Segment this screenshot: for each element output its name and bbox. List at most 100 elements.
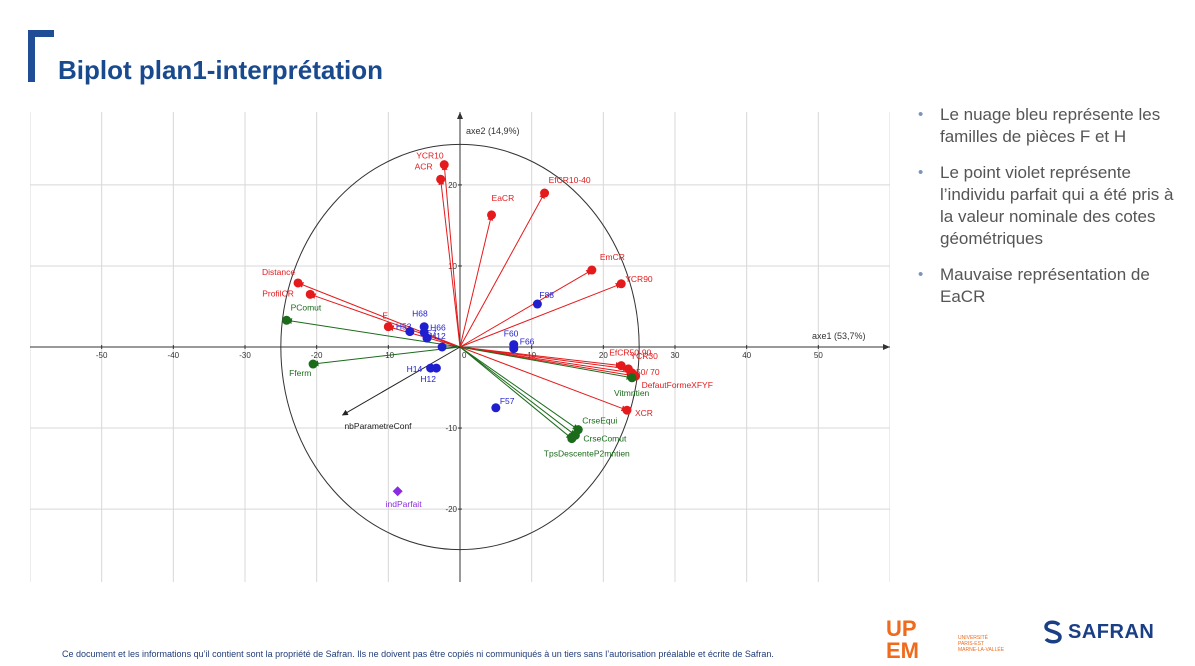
vector-arrow	[459, 346, 633, 380]
vector-arrow	[459, 346, 573, 439]
vector-endpoint	[540, 188, 550, 198]
bullet-item: • Mauvaise représentation de EaCR	[918, 264, 1188, 308]
vector-arrow	[459, 192, 546, 348]
vector-endpoint	[308, 359, 318, 369]
x-tick-label: 20	[599, 351, 608, 360]
individual-label: F57	[500, 396, 515, 406]
upem-logo-line: UNIVERSITÉ	[958, 634, 989, 641]
x-axis-arrow-icon	[883, 344, 890, 350]
vector-endpoint	[305, 289, 315, 299]
individual-label: H53	[396, 322, 412, 332]
upem-logo: UP EM UNIVERSITÉ PARIS-EST MARNE-LA-VALL…	[886, 617, 1005, 659]
individual-label: F66	[520, 337, 535, 347]
vector-arrow	[297, 282, 461, 348]
vector-endpoint	[616, 279, 626, 289]
bullet-dot-icon: •	[918, 164, 924, 181]
individual-label: H68	[412, 309, 428, 319]
vector-arrow	[438, 178, 461, 348]
bullet-text: Le nuage bleu représente les familles de…	[940, 105, 1161, 146]
individual-label: H66	[430, 322, 446, 332]
safran-s-icon	[1044, 620, 1062, 644]
vector-label: CrseEqui	[582, 416, 617, 426]
footer-disclaimer: Ce document et les informations qu’il co…	[62, 649, 774, 659]
vector-endpoint	[383, 322, 393, 332]
vector-arrow	[459, 346, 628, 412]
bullet-text: Le point violet représente l’individu pa…	[940, 163, 1174, 248]
vector-label: PComut	[291, 302, 322, 312]
upem-logo-bottom: EM	[886, 638, 919, 659]
vector-label: TpsDescenteP2mntien	[544, 449, 630, 459]
bullet-text: Mauvaise représentation de EaCR	[940, 265, 1150, 306]
vector-label: YCR30	[630, 351, 658, 361]
vector-arrow	[441, 164, 461, 348]
vector-label: E	[382, 311, 388, 321]
y-axis-arrow-icon	[457, 112, 463, 119]
vector-label: EmCR	[600, 252, 625, 262]
vector-endpoint	[293, 278, 303, 288]
slide-title: Biplot plan1-interprétation	[58, 55, 383, 85]
x-tick-label: -40	[168, 351, 180, 360]
x-tick-label: 0	[462, 351, 467, 360]
vector-label: CrseComut	[583, 433, 627, 443]
bullet-item: • Le point violet représente l’individu …	[918, 162, 1188, 250]
x-tick-label: -30	[239, 351, 251, 360]
vector-label: Vitmntien	[614, 388, 650, 398]
safran-logo: SAFRAN	[1042, 620, 1154, 644]
individual-label: F88	[539, 290, 554, 300]
safran-wordmark: SAFRAN	[1068, 620, 1155, 643]
x-tick-label: 30	[671, 351, 680, 360]
individual-point	[532, 299, 542, 309]
vector-arrow	[459, 346, 579, 431]
vector-label: DefautFormeXFYF	[642, 380, 713, 390]
vector-label: XCR	[635, 408, 653, 418]
vector-arrow	[459, 346, 630, 372]
correlation-circle	[280, 143, 640, 551]
x-axis-title: axe1 (53,7%)	[812, 331, 866, 341]
bullet-item: • Le nuage bleu représente les familles …	[918, 104, 1188, 148]
individual-point	[509, 344, 519, 354]
vector-arrow	[312, 346, 461, 367]
x-tick-label: 50	[814, 351, 823, 360]
vector-label: ProfilCR	[262, 288, 294, 298]
x-tick-label: 40	[742, 351, 751, 360]
vector-arrow	[459, 269, 593, 348]
title-accent-bar	[28, 30, 35, 82]
vector-label: nbParametreConf	[344, 421, 412, 431]
vector-label: ACR	[415, 161, 433, 171]
vector-endpoint	[487, 210, 497, 220]
individual-point	[405, 327, 415, 337]
individual-label: F60	[504, 329, 519, 339]
upem-logo-top: UP	[886, 617, 917, 641]
individual-point	[437, 342, 447, 352]
title-accent-cap	[28, 30, 54, 37]
vector-arrow	[285, 318, 461, 348]
bullet-dot-icon: •	[918, 266, 924, 283]
vector-endpoint	[622, 405, 632, 415]
bullet-list: • Le nuage bleu représente les familles …	[918, 104, 1188, 322]
vector-label: Fferm	[289, 368, 311, 378]
ideal-individual-point	[392, 486, 403, 497]
x-tick-label: -20	[311, 351, 323, 360]
individual-point	[431, 363, 441, 373]
vector-endpoint	[282, 315, 292, 325]
individual-label: H14	[407, 364, 423, 374]
upem-logo-line: PARIS-EST	[958, 641, 984, 647]
biplot-chart: -50-40-30-20-1001020304050-20-101020axe1…	[30, 112, 890, 582]
individual-label: H12	[430, 331, 446, 341]
vector-label: EaCR	[492, 193, 515, 203]
vector-endpoint	[587, 265, 597, 275]
bullet-dot-icon: •	[918, 106, 924, 123]
vector-label: YCR10	[416, 151, 444, 161]
vector-label: YCR90	[625, 274, 653, 284]
individual-point	[422, 333, 432, 343]
y-axis-title: axe2 (14,9%)	[466, 126, 520, 136]
vector-label: 50/ 70	[636, 367, 660, 377]
vector-label: EfCR10-40	[549, 175, 591, 185]
vector-label: Distance	[262, 267, 295, 277]
vector-arrow	[341, 346, 461, 416]
vector-endpoint	[567, 434, 577, 444]
x-tick-label: -50	[96, 351, 108, 360]
vector-arrow	[459, 214, 494, 348]
vector-label: EfCR50-90	[609, 348, 651, 358]
upem-logo-line: MARNE-LA-VALLÉE	[958, 646, 1005, 653]
